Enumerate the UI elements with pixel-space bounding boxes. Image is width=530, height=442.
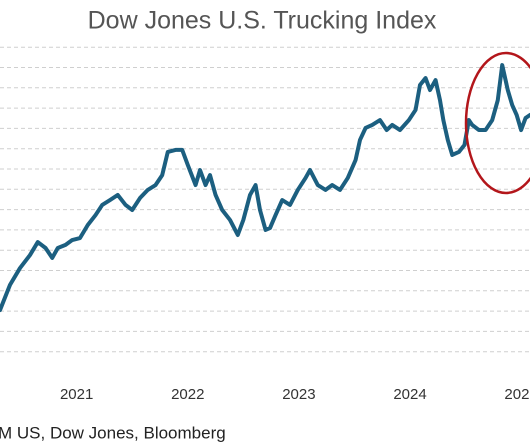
source-note: M US, Dow Jones, Bloomberg (0, 423, 226, 442)
x-axis: 2021 2022 2023 2024 2025 (60, 386, 530, 403)
data-line (0, 63, 530, 313)
chart-title: Dow Jones U.S. Trucking Index (88, 7, 437, 35)
x-tick-label: 2022 (171, 386, 204, 403)
plot-area (0, 63, 530, 313)
x-tick-label: 2024 (393, 386, 426, 403)
x-tick-label: 2023 (282, 386, 315, 403)
grid (0, 46, 530, 353)
x-tick-label: 2021 (60, 386, 93, 403)
x-tick-label: 2025 (504, 386, 530, 403)
highlight-ellipse (464, 51, 530, 195)
